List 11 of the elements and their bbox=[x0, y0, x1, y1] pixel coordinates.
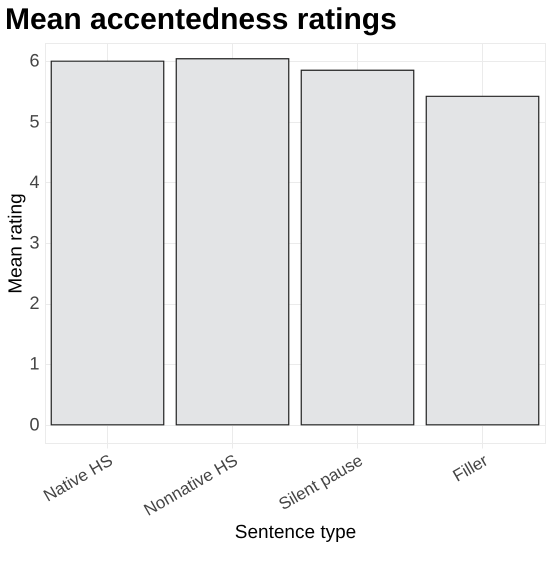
y-tick-label: 3 bbox=[29, 232, 40, 252]
y-tick-label: 1 bbox=[29, 354, 40, 374]
y-tick-label: 4 bbox=[29, 172, 40, 192]
x-tick-label: Filler bbox=[450, 450, 492, 486]
y-axis-title: Mean rating bbox=[5, 193, 26, 294]
y-tick-label: 2 bbox=[29, 293, 40, 314]
chart-title: Mean accentedness ratings bbox=[5, 3, 397, 36]
x-axis-title: Sentence type bbox=[234, 522, 356, 543]
y-tick-label: 6 bbox=[29, 50, 40, 71]
y-tick-label: 5 bbox=[29, 111, 40, 132]
y-tick-label: 0 bbox=[29, 414, 40, 434]
